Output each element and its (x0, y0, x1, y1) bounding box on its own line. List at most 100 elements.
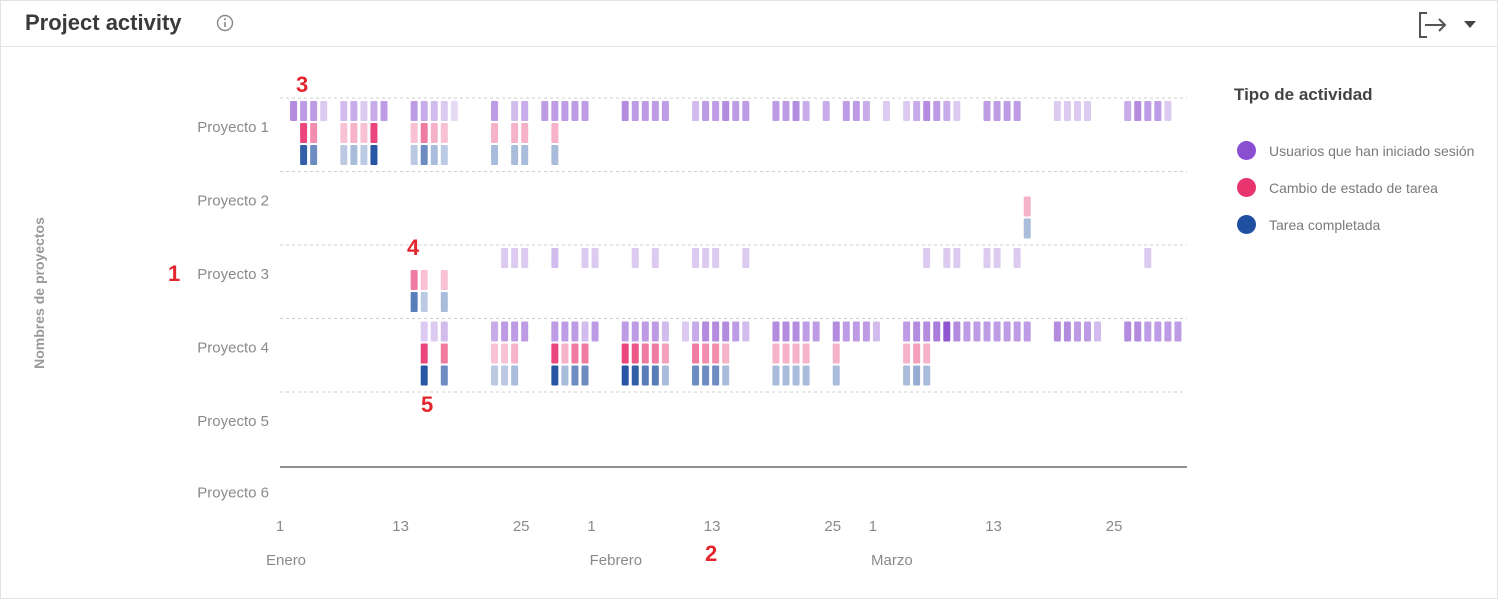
activity-cell-logins (1073, 321, 1081, 342)
activity-cell-logins (993, 101, 1001, 121)
activity-cell-logins (973, 321, 981, 342)
activity-cell-logins (1013, 101, 1021, 121)
activity-cell-logins (1144, 248, 1152, 268)
activity-cell-logins (1134, 321, 1142, 342)
activity-cell-logins (420, 321, 428, 342)
activity-cell-logins (581, 321, 589, 342)
activity-cell-status (631, 343, 639, 364)
activity-cell-completed (722, 365, 730, 386)
project-label: Proyecto 6 (197, 485, 269, 502)
activity-cell-completed (832, 365, 840, 386)
activity-cell-logins (430, 321, 438, 342)
activity-cell-status (712, 343, 720, 364)
activity-cell-logins (702, 248, 710, 268)
activity-cell-status (420, 343, 428, 364)
legend-item-status-change[interactable]: Cambio de estado de tarea (1234, 178, 1494, 215)
activity-cell-logins (631, 101, 639, 121)
activity-cell-completed (571, 365, 579, 386)
activity-cell-status (410, 270, 418, 290)
legend-item-logins[interactable]: Usuarios que han iniciado sesión (1234, 141, 1494, 178)
month-label: Febrero (590, 552, 643, 569)
activity-cell-completed (350, 145, 358, 165)
activity-cell-logins (1094, 321, 1102, 342)
activity-cell-logins (290, 101, 298, 121)
activity-cell-completed (692, 365, 700, 386)
activity-cell-logins (732, 321, 740, 342)
activity-cell-logins (1124, 321, 1132, 342)
activity-cell-logins (913, 321, 921, 342)
export-dropdown-button[interactable] (1413, 9, 1483, 41)
activity-cell-logins (802, 101, 810, 121)
activity-cell-status (792, 343, 800, 364)
x-tick-label: 13 (704, 518, 721, 535)
activity-cell-logins (852, 321, 860, 342)
legend: Tipo de actividad Usuarios que han inici… (1234, 85, 1494, 252)
activity-cell-logins (360, 101, 368, 121)
activity-cell-logins (1003, 321, 1011, 342)
x-tick-label: 1 (869, 518, 877, 535)
x-tick-label: 25 (1106, 518, 1123, 535)
activity-cell-status (430, 123, 438, 143)
activity-cell-logins (953, 101, 961, 121)
activity-cell-logins (692, 248, 700, 268)
activity-cell-logins (661, 321, 669, 342)
x-tick-label: 25 (824, 518, 841, 535)
activity-cell-status (410, 123, 418, 143)
activity-cell-logins (802, 321, 810, 342)
activity-cell-logins (1084, 321, 1091, 342)
activity-cell-completed (631, 365, 639, 386)
legend-dot-status-change (1237, 178, 1256, 197)
activity-cell-logins (1134, 101, 1142, 121)
activity-cell-logins (651, 101, 659, 121)
activity-cell-logins (1174, 321, 1182, 342)
activity-cell-status (903, 343, 911, 364)
activity-cell-logins (511, 321, 519, 342)
activity-cell-logins (782, 321, 790, 342)
card-header: Project activity (1, 1, 1497, 47)
activity-cell-completed (551, 145, 559, 165)
activity-cell-completed (340, 145, 348, 165)
activity-cell-logins (692, 321, 700, 342)
activity-cell-logins (661, 101, 669, 121)
activity-cell-logins (1144, 101, 1152, 121)
legend-dot-logins (1237, 141, 1256, 160)
activity-cell-status (420, 123, 428, 143)
activity-cell-completed (420, 365, 428, 386)
activity-cell-completed (410, 292, 418, 312)
activity-cell-logins (651, 321, 659, 342)
info-icon[interactable] (216, 14, 234, 32)
activity-cell-logins (591, 248, 599, 268)
activity-cell-completed (641, 365, 649, 386)
activity-cell-logins (631, 248, 639, 268)
activity-cell-logins (943, 248, 951, 268)
activity-cell-logins (983, 101, 991, 121)
activity-cell-status (310, 123, 318, 143)
activity-cell-logins (883, 101, 890, 121)
activity-cell-status (420, 270, 428, 290)
activity-cell-status (370, 123, 378, 143)
activity-cell-status (661, 343, 669, 364)
activity-cell-logins (993, 321, 1001, 342)
activity-cell-logins (1073, 101, 1081, 121)
activity-cell-completed (310, 145, 318, 165)
activity-cell-logins (923, 101, 931, 121)
activity-cell-completed (772, 365, 780, 386)
activity-cell-status (360, 123, 368, 143)
activity-cell-logins (933, 101, 941, 121)
activity-cell-logins (491, 321, 499, 342)
activity-cell-completed (491, 145, 499, 165)
activity-cell-status (581, 343, 589, 364)
activity-cell-logins (571, 101, 579, 121)
activity-cell-logins (1053, 101, 1061, 121)
activity-cell-logins (923, 248, 931, 268)
activity-cell-logins (1084, 101, 1091, 121)
activity-cell-logins (1164, 101, 1172, 121)
activity-cell-status (913, 343, 921, 364)
activity-cell-logins (440, 101, 448, 121)
activity-cell-logins (872, 321, 880, 342)
activity-cell-logins (641, 321, 649, 342)
legend-item-completed[interactable]: Tarea completada (1234, 215, 1494, 252)
annotation-marker-3: 3 (296, 72, 309, 97)
activity-cell-logins (933, 321, 941, 342)
